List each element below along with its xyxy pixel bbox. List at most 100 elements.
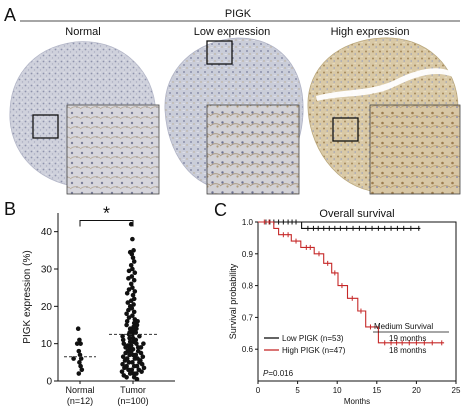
data-point: [128, 281, 134, 287]
data-point: [130, 332, 135, 337]
y-tick-label: 0.9: [242, 250, 254, 259]
data-point: [134, 341, 139, 346]
p-value: P=0.016: [263, 369, 294, 378]
data-point: [140, 354, 146, 360]
data-point: [76, 348, 82, 354]
data-point: [126, 307, 131, 313]
data-point: [127, 339, 133, 345]
p-value-number: =0.016: [268, 369, 293, 378]
group-label-low: Low expression: [194, 26, 270, 38]
y-tick-label: 0: [46, 377, 52, 388]
data-point: [134, 363, 140, 369]
data-point: [134, 322, 140, 328]
significance-star: *: [103, 203, 110, 223]
data-point: [128, 298, 134, 304]
data-point: [129, 251, 135, 257]
data-point: [121, 341, 127, 346]
x-tick-label-n: (n=12): [67, 396, 93, 406]
data-point: [127, 335, 132, 341]
data-point: [126, 276, 131, 281]
data-point: [123, 350, 128, 356]
data-point: [124, 374, 129, 380]
survival-value: 18 months: [389, 346, 426, 355]
data-point: [129, 367, 135, 373]
data-point: [126, 268, 132, 274]
data-point: [141, 341, 146, 346]
y-tick-label: 40: [41, 227, 53, 238]
zoom-inset-normal: [66, 104, 160, 195]
data-point: [134, 371, 139, 376]
x-tick-label: 0: [256, 386, 261, 395]
data-point: [124, 290, 130, 296]
data-point: [130, 236, 135, 242]
x-tick-label: 10: [333, 386, 342, 395]
y-tick-label: 20: [41, 302, 53, 313]
x-tick-label: 25: [452, 386, 461, 395]
x-tick-label: Tumor: [120, 385, 146, 395]
x-tick-label: 20: [412, 386, 421, 395]
group-label-high: High expression: [331, 26, 410, 38]
data-point: [126, 287, 132, 292]
data-point: [135, 318, 140, 324]
data-point: [141, 365, 147, 371]
x-tick-label: 5: [295, 386, 300, 395]
data-point: [78, 363, 83, 369]
data-point: [74, 341, 80, 346]
data-point: [119, 369, 125, 374]
y-tick-label: 1.0: [242, 218, 254, 227]
data-point: [76, 371, 82, 376]
panel-b-letter: B: [4, 199, 16, 219]
dot-plot-expression: 0 10 20 30 40 PIGK expression (%) Normal(n=12)…: [22, 203, 175, 406]
x-axis-label: Months: [344, 397, 370, 406]
data-point: [133, 330, 139, 335]
zoom-inset-high: [369, 104, 461, 195]
legend-label: Low PIGK (n=53): [282, 334, 344, 343]
group-label-normal: Normal: [65, 26, 100, 38]
data-point: [122, 358, 128, 363]
data-point: [125, 300, 131, 305]
data-point: [132, 270, 138, 276]
y-tick-label: 30: [41, 265, 53, 276]
y-tick-label: 0.8: [242, 282, 254, 291]
data-point: [138, 345, 144, 350]
data-point: [127, 371, 133, 376]
zoom-box-low: [206, 40, 233, 65]
data-point: [130, 313, 135, 318]
y-axis-label: Survival probability: [228, 263, 238, 339]
data-point: [132, 289, 138, 294]
data-point: [127, 352, 132, 358]
data-point: [129, 274, 135, 279]
data-point: [139, 369, 144, 374]
data-point: [134, 326, 139, 332]
data-point: [130, 266, 135, 272]
data-point: [122, 365, 127, 371]
data-point: [75, 326, 81, 332]
panel-a-header: PIGK: [225, 8, 252, 20]
p-symbol: P: [263, 369, 269, 378]
data-point: [71, 356, 76, 361]
y-tick-label: 0.7: [242, 313, 254, 322]
data-point: [120, 361, 125, 367]
data-point: [77, 337, 82, 343]
survival-value: 19 months: [389, 334, 426, 343]
zoom-box-normal: [32, 114, 59, 139]
km-survival-plot: Overall survival 0.6 0.7 0.8 0.9 1.0 0 5 10 15 20 2…: [228, 208, 461, 406]
zoom-box-high: [332, 117, 359, 142]
data-point: [120, 333, 125, 339]
data-point: [130, 285, 135, 290]
data-point: [126, 315, 132, 320]
data-point: [138, 350, 144, 356]
data-point: [124, 318, 130, 324]
data-point: [131, 277, 137, 283]
data-point: [130, 292, 136, 298]
data-point: [130, 360, 135, 365]
data-point: [124, 311, 129, 317]
data-point: [137, 333, 142, 339]
survival-table-header: Medium Survival: [374, 322, 433, 331]
data-point: [123, 345, 128, 350]
x-tick-label-n: (n=100): [117, 396, 148, 406]
data-point: [128, 343, 134, 348]
data-point: [78, 356, 84, 361]
